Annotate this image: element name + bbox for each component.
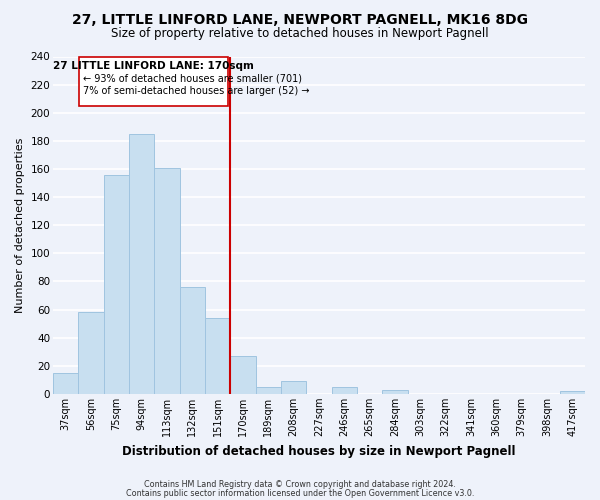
Bar: [205, 318, 230, 394]
Bar: [129, 134, 154, 394]
Text: 27, LITTLE LINFORD LANE, NEWPORT PAGNELL, MK16 8DG: 27, LITTLE LINFORD LANE, NEWPORT PAGNELL…: [72, 12, 528, 26]
Text: 7% of semi-detached houses are larger (52) →: 7% of semi-detached houses are larger (5…: [83, 86, 309, 96]
Bar: [53, 373, 79, 394]
Bar: [154, 168, 180, 394]
Bar: [104, 174, 129, 394]
Bar: [230, 356, 256, 394]
Text: Contains public sector information licensed under the Open Government Licence v3: Contains public sector information licen…: [126, 489, 474, 498]
Bar: [256, 387, 281, 394]
Bar: [332, 387, 357, 394]
Bar: [180, 287, 205, 394]
FancyBboxPatch shape: [79, 56, 228, 106]
Text: 27 LITTLE LINFORD LANE: 170sqm: 27 LITTLE LINFORD LANE: 170sqm: [53, 60, 254, 70]
Y-axis label: Number of detached properties: Number of detached properties: [15, 138, 25, 313]
X-axis label: Distribution of detached houses by size in Newport Pagnell: Distribution of detached houses by size …: [122, 444, 516, 458]
Text: Size of property relative to detached houses in Newport Pagnell: Size of property relative to detached ho…: [111, 28, 489, 40]
Bar: [382, 390, 407, 394]
Bar: [560, 391, 585, 394]
Text: ← 93% of detached houses are smaller (701): ← 93% of detached houses are smaller (70…: [83, 74, 302, 84]
Text: Contains HM Land Registry data © Crown copyright and database right 2024.: Contains HM Land Registry data © Crown c…: [144, 480, 456, 489]
Bar: [79, 312, 104, 394]
Bar: [281, 381, 307, 394]
